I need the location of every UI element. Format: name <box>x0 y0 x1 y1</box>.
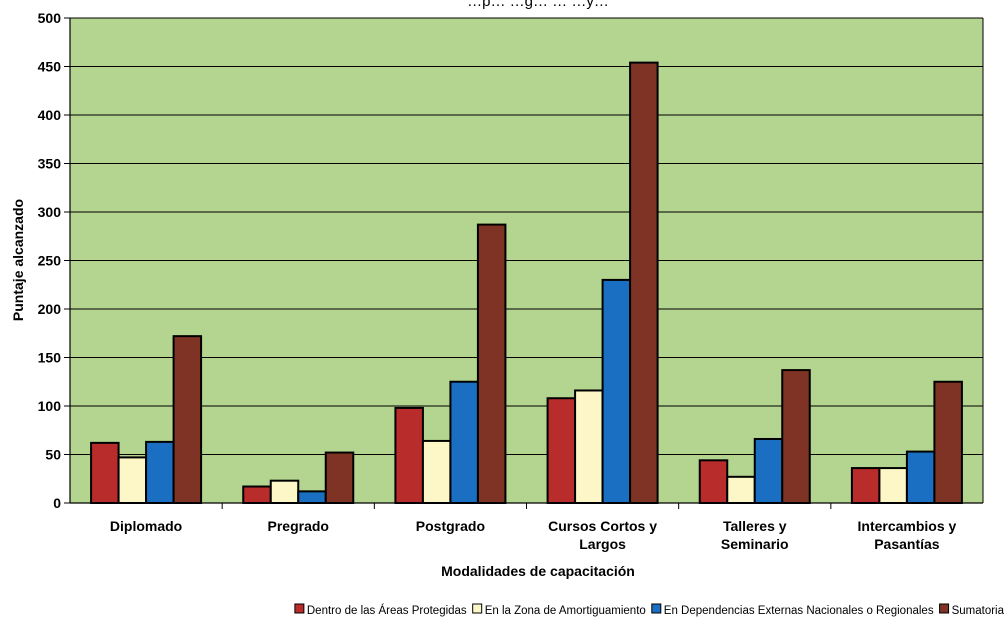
legend-label: Sumatoria <box>952 605 1005 617</box>
y-tick-label: 50 <box>45 447 61 463</box>
legend-swatch <box>651 603 662 614</box>
bar <box>546 397 577 504</box>
y-tick-label: 200 <box>38 301 62 317</box>
bar <box>172 335 203 504</box>
y-axis-title: Puntaje alcanzado <box>10 199 26 321</box>
bar <box>629 61 659 505</box>
x-tick-label: Seminario <box>721 536 789 552</box>
bar <box>90 441 120 504</box>
chart-title: …p… …g… … …y… <box>467 0 609 10</box>
x-tick-labels: Diplomado Pregrado Postgrado Cursos Cortos … <box>110 518 957 552</box>
bar <box>324 451 355 504</box>
bar <box>449 380 479 504</box>
legend-swatch <box>294 603 305 614</box>
bar <box>753 437 784 505</box>
bar <box>726 475 756 504</box>
y-tick-labels: 0 50 100 150 200 250 300 350 400 450 500 <box>38 10 62 511</box>
y-tick-label: 0 <box>53 495 61 511</box>
bar <box>905 450 936 504</box>
bar <box>145 440 175 505</box>
bar <box>269 479 300 505</box>
gridlines <box>64 17 983 504</box>
bar <box>933 380 963 504</box>
x-tick-label: Intercambios y <box>858 518 957 534</box>
bar <box>698 459 729 505</box>
y-tick-label: 400 <box>38 107 62 123</box>
y-tick-label: 250 <box>38 253 62 269</box>
bar <box>601 278 632 504</box>
x-axis-title: Modalidades de capacitación <box>441 563 635 579</box>
axes <box>69 18 984 509</box>
x-tick-label: Pregrado <box>268 518 329 534</box>
x-tick-label: Talleres y <box>723 518 787 534</box>
bar <box>781 369 811 504</box>
legend-label: En Dependencias Externas Nacionales o Re… <box>664 605 934 617</box>
bar <box>242 485 272 505</box>
y-tick-label: 300 <box>38 204 62 220</box>
y-tick-label: 350 <box>38 156 62 172</box>
x-tick-label: Largos <box>579 536 626 552</box>
bar <box>394 406 424 504</box>
y-tick-label: 100 <box>38 398 62 414</box>
bar <box>117 456 148 505</box>
y-tick-label: 500 <box>38 10 62 26</box>
bar <box>878 467 908 504</box>
bar <box>574 389 604 505</box>
bar <box>476 223 507 505</box>
legend-swatch <box>939 603 950 614</box>
bar <box>421 439 452 505</box>
y-tick-label: 150 <box>38 350 62 366</box>
bar <box>850 467 881 504</box>
legend: Dentro de las Áreas Protegidas En la Zona… <box>294 603 1005 617</box>
legend-label: Dentro de las Áreas Protegidas <box>307 604 467 617</box>
y-tick-label: 450 <box>38 59 62 75</box>
x-tick-label: Pasantías <box>874 536 940 552</box>
x-tick-label: Diplomado <box>110 518 182 534</box>
legend-label: En la Zona de Amortiguamiento <box>485 605 646 617</box>
legend-swatch <box>472 603 483 614</box>
x-tick-label: Cursos Cortos y <box>548 518 657 534</box>
bar <box>297 490 327 504</box>
x-tick-label: Postgrado <box>416 518 485 534</box>
